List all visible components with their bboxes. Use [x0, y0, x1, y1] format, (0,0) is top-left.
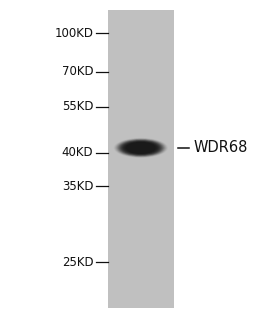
Ellipse shape — [128, 142, 154, 154]
Ellipse shape — [118, 140, 163, 156]
Text: 100KD: 100KD — [55, 27, 93, 40]
Ellipse shape — [131, 144, 151, 152]
Ellipse shape — [120, 140, 162, 156]
Ellipse shape — [119, 140, 162, 156]
Ellipse shape — [123, 141, 159, 155]
Ellipse shape — [139, 147, 143, 149]
Ellipse shape — [132, 145, 149, 151]
Ellipse shape — [131, 143, 151, 153]
Ellipse shape — [132, 144, 150, 152]
Text: 40KD: 40KD — [62, 146, 93, 159]
Ellipse shape — [122, 141, 159, 155]
Ellipse shape — [137, 146, 145, 150]
Ellipse shape — [129, 142, 152, 153]
Text: 25KD: 25KD — [62, 256, 93, 269]
Ellipse shape — [136, 146, 145, 149]
Ellipse shape — [140, 147, 142, 149]
Ellipse shape — [134, 145, 147, 151]
Text: 55KD: 55KD — [62, 100, 93, 113]
Ellipse shape — [133, 144, 148, 151]
Ellipse shape — [121, 141, 161, 155]
Ellipse shape — [131, 144, 150, 151]
Ellipse shape — [136, 145, 146, 150]
Ellipse shape — [124, 142, 158, 154]
Text: 35KD: 35KD — [62, 180, 93, 192]
Ellipse shape — [114, 138, 167, 157]
Ellipse shape — [133, 145, 148, 151]
Ellipse shape — [135, 146, 146, 150]
Ellipse shape — [116, 139, 165, 157]
Ellipse shape — [117, 139, 164, 156]
Text: WDR68: WDR68 — [193, 140, 248, 156]
FancyBboxPatch shape — [108, 10, 174, 308]
Ellipse shape — [129, 143, 153, 152]
Text: 70KD: 70KD — [62, 65, 93, 78]
Ellipse shape — [127, 143, 155, 153]
Ellipse shape — [126, 142, 156, 153]
Ellipse shape — [128, 143, 154, 153]
Ellipse shape — [138, 147, 143, 149]
Ellipse shape — [125, 142, 157, 154]
Ellipse shape — [115, 139, 166, 157]
Ellipse shape — [127, 141, 155, 155]
Ellipse shape — [138, 147, 144, 149]
Ellipse shape — [137, 147, 145, 149]
Ellipse shape — [134, 145, 147, 150]
Ellipse shape — [130, 144, 152, 152]
